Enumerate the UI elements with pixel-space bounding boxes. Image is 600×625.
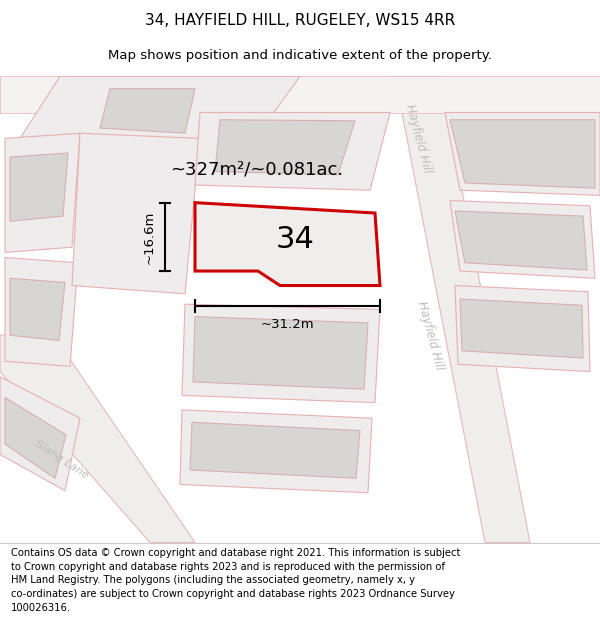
Polygon shape [455,211,587,270]
Polygon shape [0,330,195,542]
Polygon shape [450,120,595,188]
Polygon shape [10,278,65,341]
Polygon shape [190,422,360,478]
Polygon shape [195,112,390,190]
Polygon shape [5,133,80,252]
Text: Hayfield Hill: Hayfield Hill [415,299,445,371]
Polygon shape [72,133,200,294]
Text: ~16.6m: ~16.6m [143,210,155,264]
Polygon shape [10,153,68,221]
Text: 34, HAYFIELD HILL, RUGELEY, WS15 4RR: 34, HAYFIELD HILL, RUGELEY, WS15 4RR [145,13,455,28]
Text: 34: 34 [275,226,314,254]
Polygon shape [193,317,368,389]
Text: Contains OS data © Crown copyright and database right 2021. This information is : Contains OS data © Crown copyright and d… [11,548,460,612]
Polygon shape [455,286,590,371]
Polygon shape [100,89,195,133]
Text: Hayfield Hill: Hayfield Hill [403,102,433,174]
Polygon shape [450,201,595,278]
Text: ~327m²/~0.081ac.: ~327m²/~0.081ac. [170,161,343,179]
Polygon shape [460,299,583,358]
Polygon shape [180,410,372,492]
Polygon shape [5,398,66,478]
Polygon shape [5,258,78,366]
Polygon shape [0,76,600,112]
Polygon shape [20,76,300,159]
Polygon shape [395,76,530,542]
Text: Map shows position and indicative extent of the property.: Map shows position and indicative extent… [108,49,492,62]
Polygon shape [0,377,80,491]
Polygon shape [215,120,355,174]
Polygon shape [445,112,600,196]
Polygon shape [182,304,380,402]
Polygon shape [195,202,380,286]
Text: Slang Lane: Slang Lane [34,439,91,481]
Text: ~31.2m: ~31.2m [260,318,314,331]
